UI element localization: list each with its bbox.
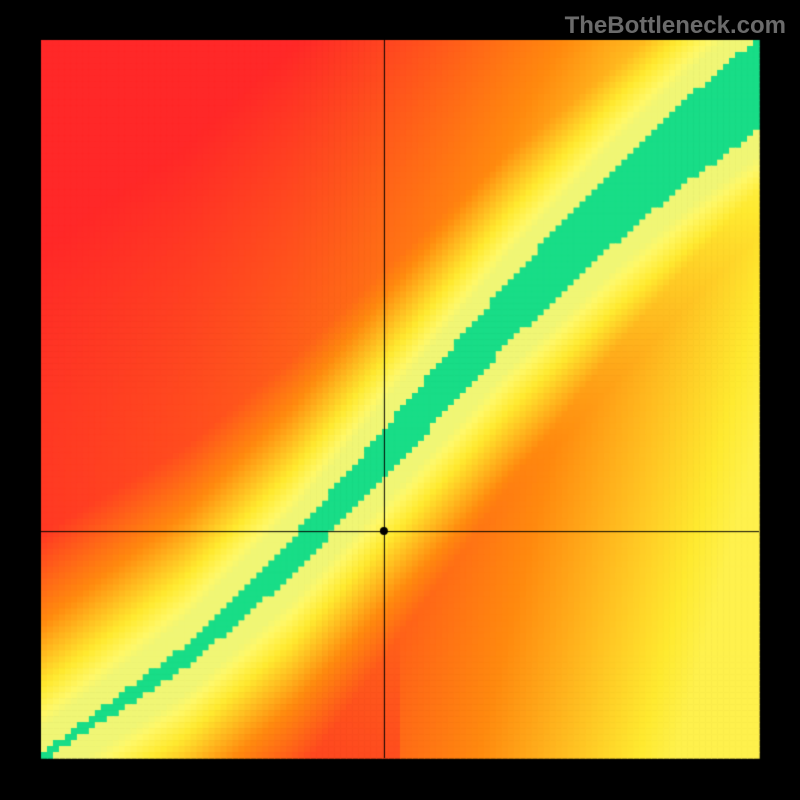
bottleneck-heatmap-container: TheBottleneck.com bbox=[0, 0, 800, 800]
bottleneck-heatmap-canvas bbox=[0, 0, 800, 800]
watermark-label: TheBottleneck.com bbox=[565, 12, 786, 40]
